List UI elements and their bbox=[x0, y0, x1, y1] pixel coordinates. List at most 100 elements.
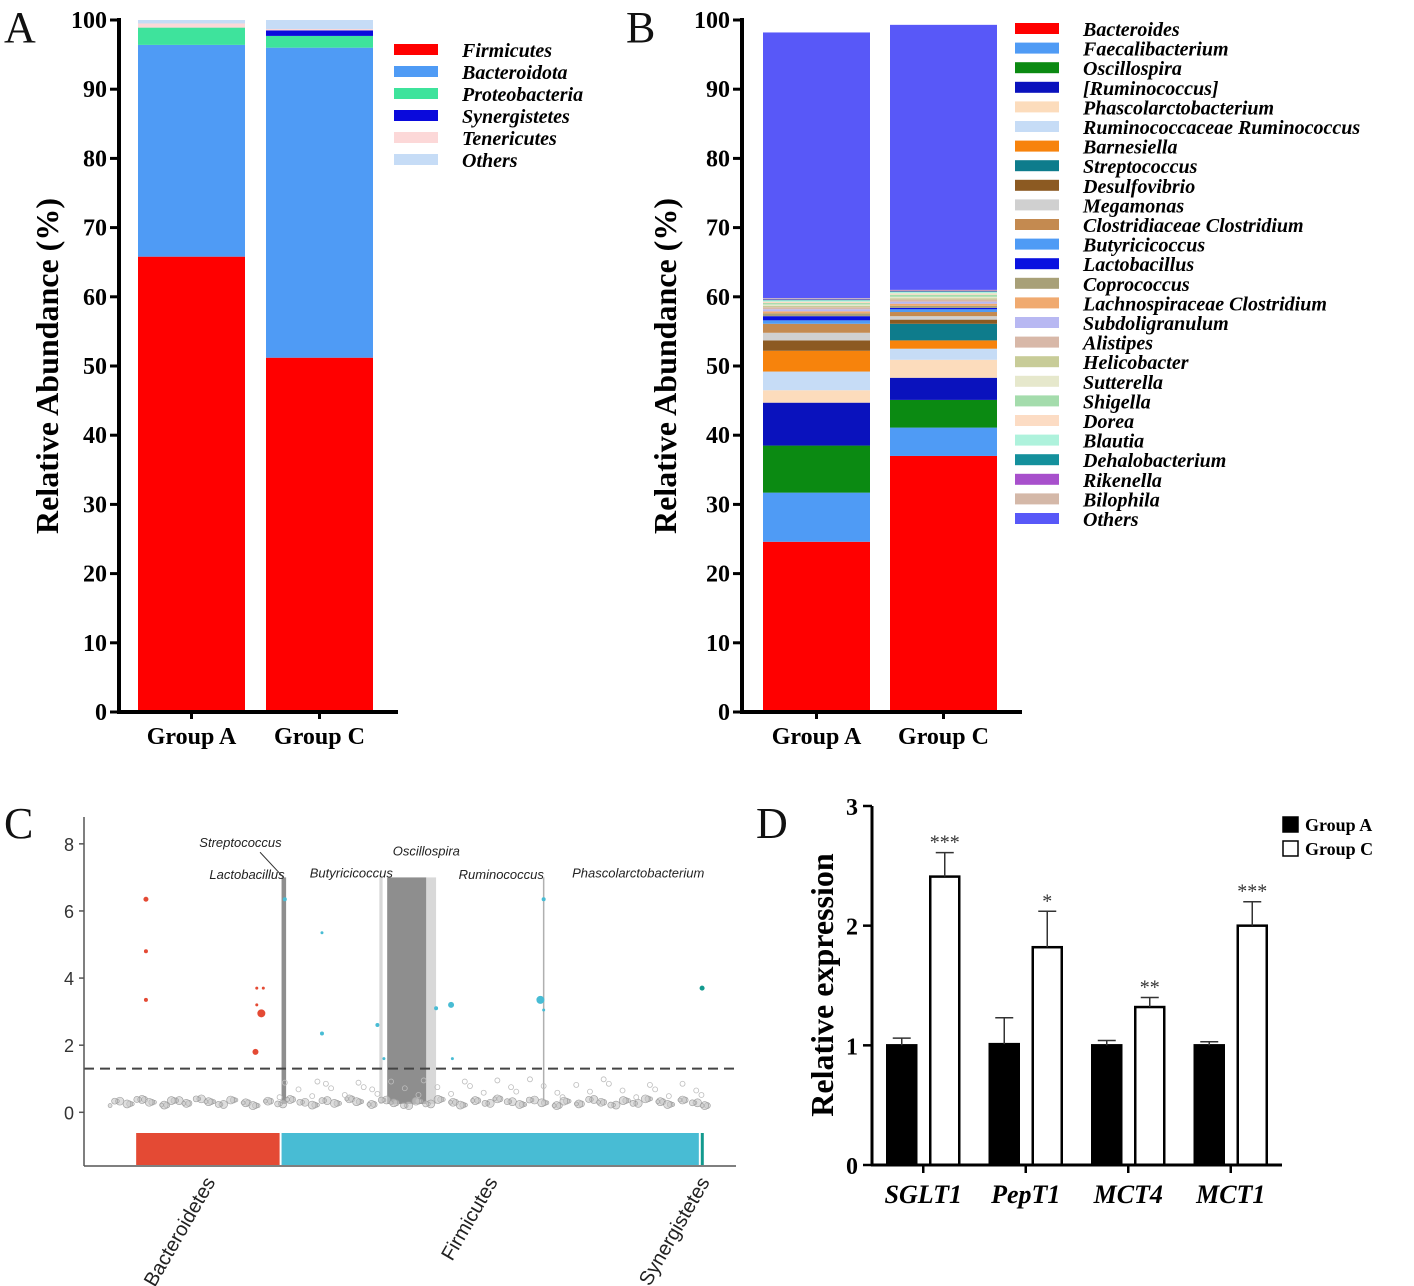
panel-b-bar-group-c-helicobacter bbox=[890, 298, 997, 300]
panel-c-highlight-band bbox=[387, 877, 427, 1104]
panel-b-legend-label-bilophila: Bilophila bbox=[1082, 489, 1160, 511]
panel-c-background-point bbox=[374, 1090, 381, 1097]
panel-b-bar-group-a-faecalibacterium bbox=[763, 492, 870, 542]
panel-c-background-point bbox=[494, 1077, 501, 1084]
panel-c-background-point bbox=[573, 1101, 579, 1107]
panel-c-highlight-band bbox=[426, 877, 437, 1104]
panel-b-legend-label-butyricicoccus: Butyricicoccus bbox=[1082, 235, 1205, 257]
panel-c-background-point bbox=[448, 1090, 454, 1097]
panel-c-annotation-ruminococcus: Ruminococcus bbox=[459, 867, 545, 882]
panel-c-background-point bbox=[448, 1099, 453, 1105]
panel-b-bar-group-a-others bbox=[763, 32, 870, 299]
panel-b-bar-group-a-rikenella bbox=[763, 298, 870, 300]
panel-c-background-point bbox=[551, 1103, 557, 1108]
panel-b-bar-group-a-shigella bbox=[763, 303, 870, 305]
panel-b-y-tick-label: 100 bbox=[694, 8, 730, 34]
panel-c-background-point bbox=[540, 1083, 547, 1089]
panel-b-bar-group-c-others bbox=[890, 24, 997, 290]
panel-b-bar-group-c-rikenella bbox=[890, 290, 997, 292]
panel-a-bar-group-c-tenericutes bbox=[266, 28, 373, 31]
panel-d-bar-mct1-group-c bbox=[1236, 924, 1268, 1167]
panel-b-bar-group-c-barnesiella bbox=[890, 340, 997, 349]
panel-c-background-point bbox=[388, 1100, 394, 1106]
panel-c-point-firmicutes bbox=[541, 897, 546, 902]
panel-b-legend-label-subdoligranulum: Subdoligranulum bbox=[1083, 313, 1229, 335]
panel-b-legend-label-ruminococcaceae-ruminococcus: Ruminococcaceae Ruminococcus bbox=[1082, 117, 1360, 139]
panel-c-background-point bbox=[470, 1098, 475, 1103]
panel-b-bar-group-a-ruminococcus bbox=[763, 402, 870, 446]
panel-c-point-bacteroidetes bbox=[252, 1048, 259, 1055]
panel-a-legend-swatch-proteobacteria bbox=[394, 88, 438, 99]
panel-c-background-point bbox=[619, 1087, 626, 1094]
panel-c-background-point bbox=[322, 1080, 329, 1087]
panel-c-background-point bbox=[698, 1092, 705, 1098]
panel-d-y-tick-label: 3 bbox=[846, 795, 858, 821]
panel-c-background-point bbox=[679, 1080, 686, 1087]
panel-c-phylum-label-firmicutes: Firmicutes bbox=[437, 1174, 502, 1265]
panel-c-background-point bbox=[605, 1080, 612, 1087]
panel-d-legend-swatch-group-a bbox=[1282, 816, 1299, 833]
panel-a-x-tick-label: Group C bbox=[274, 724, 365, 750]
panel-b-legend-label-faecalibacterium: Faecalibacterium bbox=[1082, 39, 1229, 61]
panel-b-legend-label-blautia: Blautia bbox=[1082, 431, 1144, 453]
panel-c-background-point bbox=[378, 1096, 385, 1104]
panel-c-background-point bbox=[641, 1094, 650, 1104]
panel-c-background-point bbox=[665, 1093, 672, 1099]
panel-b-bar-group-c-lachnospiraceae-clostridium bbox=[890, 303, 997, 306]
panel-b-y-tick-label: 40 bbox=[706, 423, 730, 449]
panel-c-background-point bbox=[248, 1101, 258, 1110]
panel-c-background-point bbox=[663, 1100, 672, 1109]
panel-b-bar-group-c-phascolarctobacterium bbox=[890, 359, 997, 378]
panel-b-bar-group-a-barnesiella bbox=[763, 350, 870, 372]
panel-c-background-point bbox=[314, 1078, 321, 1085]
panel-c-background-point bbox=[285, 1097, 290, 1102]
panel-c-background-point bbox=[181, 1101, 187, 1106]
panel-b-bar-group-a-lachnospiraceae-clostridium bbox=[763, 311, 870, 314]
panel-c-highlight-band bbox=[281, 877, 287, 1104]
panel-b-stacked-bar-chart: Group A Group C 0 10 20 30 40 50 60 70 80 90 100 Bac… bbox=[647, 8, 1360, 750]
panel-c-background-point bbox=[360, 1084, 367, 1091]
panel-b-legend-label-shigella: Shigella bbox=[1083, 391, 1151, 413]
panel-c-point-bacteroidetes bbox=[255, 986, 259, 990]
panel-a-bar-group-a-tenericutes bbox=[138, 23, 245, 28]
panel-b-bar-group-a-subdoligranulum bbox=[763, 309, 870, 312]
panel-b-y-tick-label: 10 bbox=[706, 631, 730, 657]
panel-c-background-point bbox=[647, 1082, 653, 1088]
panel-b-legend-swatch-ruminococcus bbox=[1015, 81, 1059, 93]
panel-c-background-point bbox=[513, 1088, 520, 1095]
panel-c-background-point bbox=[309, 1093, 316, 1099]
panel-c-background-point bbox=[455, 1100, 465, 1110]
panel-c-point-synergistetes bbox=[699, 985, 705, 991]
panel-c-annotation-streptococcus: Streptococcus bbox=[199, 835, 282, 850]
panel-b-legend-swatch-ruminococcaceae-ruminococcus bbox=[1015, 121, 1059, 132]
panel-b-legend-swatch-dehalobacterium bbox=[1015, 454, 1059, 466]
panel-b-legend-swatch-blautia bbox=[1015, 434, 1059, 446]
panel-c-background-point bbox=[629, 1100, 637, 1107]
panel-c-background-point bbox=[203, 1099, 209, 1104]
panel-b-legend-label-helicobacter: Helicobacter bbox=[1082, 352, 1189, 374]
panel-c-background-point bbox=[369, 1086, 376, 1093]
panel-d-bar-mct4-group-a bbox=[1091, 1044, 1123, 1167]
panel-b-legend-label-others: Others bbox=[1083, 509, 1139, 531]
panel-b-legend-label-lachnospiraceae-clostridium: Lachnospiraceae Clostridium bbox=[1082, 293, 1327, 315]
panel-b-legend-swatch-lactobacillus bbox=[1015, 258, 1059, 270]
panel-d-x-tick-label: MCT1 bbox=[1195, 1180, 1265, 1209]
panel-c-background-point bbox=[355, 1079, 362, 1086]
panel-b-legend-label-phascolarctobacterium: Phascolarctobacterium bbox=[1082, 97, 1274, 119]
panel-c-background-point bbox=[527, 1076, 533, 1083]
panel-d-x-tick-label: PepT1 bbox=[990, 1180, 1060, 1209]
panel-a-legend-label-tenericutes: Tenericutes bbox=[462, 128, 557, 150]
panel-a-y-tick-label: 80 bbox=[83, 146, 107, 172]
panel-c-background-point bbox=[281, 1079, 288, 1086]
panel-c-background-point bbox=[559, 1094, 566, 1101]
panel-c-phylum-bar-bacteroidetes bbox=[136, 1133, 280, 1165]
panel-c-leader-line bbox=[259, 851, 284, 878]
panel-b-bar-group-a-dorea bbox=[763, 301, 870, 304]
panel-b-bar-group-a-helicobacter bbox=[763, 305, 870, 308]
panel-c-point-firmicutes bbox=[382, 1057, 386, 1061]
panel-c-background-point bbox=[481, 1100, 489, 1107]
panel-label-b: B bbox=[626, 3, 655, 52]
panel-b-y-tick-label: 90 bbox=[706, 77, 730, 103]
panel-b-bar-group-c-megamonas bbox=[890, 316, 997, 320]
panel-c-background-point bbox=[633, 1094, 640, 1101]
